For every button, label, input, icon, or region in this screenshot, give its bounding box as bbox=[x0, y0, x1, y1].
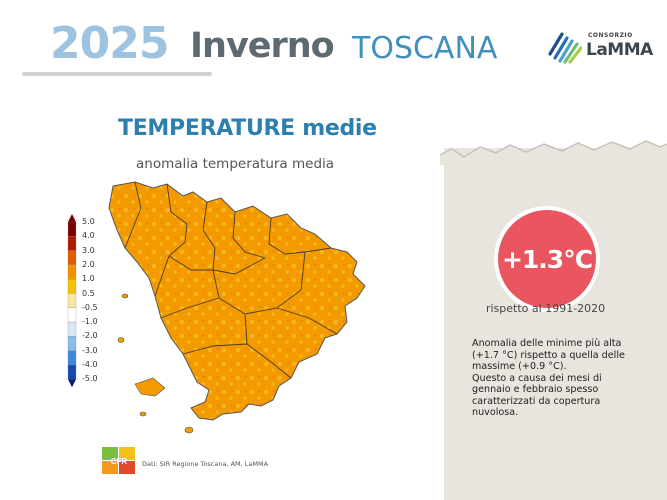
scale-label: 4.0 bbox=[82, 231, 95, 241]
scale-label: -3.0 bbox=[82, 345, 98, 355]
lamma-logo: CONSORZIO LaMMA bbox=[548, 30, 653, 66]
scale-label: 0.5 bbox=[82, 288, 95, 298]
scale-swatch bbox=[67, 350, 77, 366]
scale-swatch bbox=[67, 321, 77, 337]
description-line: (+1.7 °C) rispetto a quella delle bbox=[472, 349, 625, 361]
data-source: Dati: SIR Regione Toscana, AM, LaMMA bbox=[142, 460, 269, 468]
island-giglio bbox=[184, 426, 194, 434]
description-line: gennaio e febbraio spesso bbox=[472, 384, 599, 395]
island-elba bbox=[134, 377, 166, 397]
scale-swatch bbox=[67, 293, 77, 308]
color-scale-bar bbox=[67, 214, 77, 388]
logo-main-text: LaMMA bbox=[586, 40, 653, 60]
header-season: Inverno bbox=[190, 26, 335, 66]
scale-swatch bbox=[67, 221, 77, 237]
island-capraia bbox=[117, 337, 125, 343]
paper-panel bbox=[444, 148, 667, 500]
scale-swatch bbox=[67, 364, 77, 380]
cfr-logo-text: CFR bbox=[111, 457, 128, 466]
header-year: 2025 bbox=[50, 18, 169, 69]
scale-swatch bbox=[67, 236, 77, 251]
scale-swatch bbox=[67, 250, 77, 266]
section-title: TEMPERATURE medie bbox=[118, 116, 377, 141]
cfr-logo: CFR bbox=[102, 447, 135, 474]
lamma-stripes-icon bbox=[548, 32, 582, 64]
island-pianosa bbox=[139, 411, 147, 417]
scale-label: 5.0 bbox=[82, 217, 95, 226]
tuscany-region-shape bbox=[108, 181, 366, 421]
island-gorgona bbox=[121, 293, 129, 299]
scale-swatch bbox=[67, 279, 77, 294]
description-line: Anomalia delle minime più alta bbox=[472, 338, 622, 349]
color-scale-legend: 5.0 4.0 3.0 2.0 1.0 0.5 -0.5 -1.0 -2.0 -3.0 -4.0 -5… bbox=[64, 212, 120, 402]
section-subtitle: anomalia temperatura media bbox=[136, 156, 335, 172]
scale-label: -2.0 bbox=[82, 331, 98, 341]
header-region: TOSCANA bbox=[352, 31, 498, 66]
scale-swatch bbox=[67, 336, 77, 351]
scale-label: -0.5 bbox=[82, 302, 98, 312]
scale-label: 3.0 bbox=[82, 245, 95, 255]
scale-swatch bbox=[67, 264, 77, 280]
scale-label: -5.0 bbox=[82, 374, 98, 384]
anomaly-badge: +1.3°C bbox=[494, 206, 600, 312]
torn-paper-edge bbox=[440, 140, 667, 165]
header-underline bbox=[22, 72, 212, 76]
scale-label: 2.0 bbox=[82, 259, 95, 269]
description-text: Anomalia delle minime più alta (+1.7 °C)… bbox=[472, 338, 657, 419]
description-line: massime (+0.9 °C). bbox=[472, 361, 567, 372]
description-line: nuvolosa. bbox=[472, 407, 519, 418]
scale-swatch bbox=[67, 307, 77, 323]
scale-arrow-top bbox=[68, 214, 76, 222]
description-line: Questo a causa dei mesi di bbox=[472, 372, 602, 384]
scale-label: -4.0 bbox=[82, 360, 98, 369]
logo-top-text: CONSORZIO bbox=[588, 32, 633, 39]
anomaly-value: +1.3°C bbox=[501, 244, 593, 274]
scale-label: -1.0 bbox=[82, 317, 98, 327]
scale-label: 1.0 bbox=[82, 274, 95, 284]
reference-period: rispetto al 1991-2020 bbox=[486, 302, 606, 315]
tuscany-anomaly-map bbox=[108, 181, 366, 434]
scale-arrow-bottom bbox=[68, 379, 76, 388]
description-line: caratterizzati da copertura bbox=[472, 395, 601, 407]
